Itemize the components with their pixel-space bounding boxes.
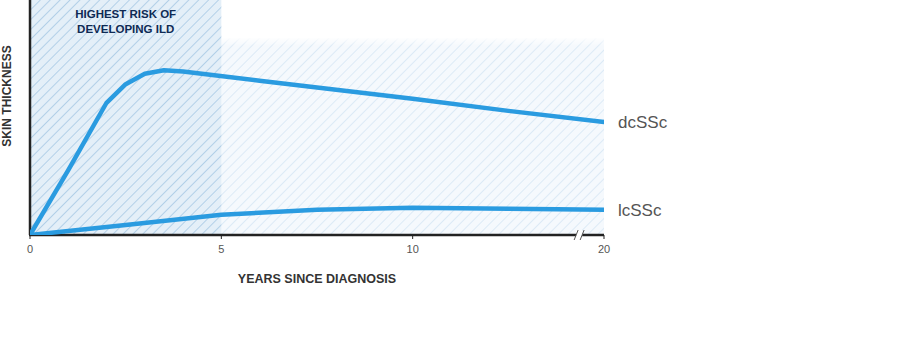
series-group [30, 70, 604, 235]
x-tick [221, 235, 222, 239]
series-label: lcSSc [618, 201, 662, 220]
x-tick [412, 235, 413, 239]
y-axis [29, 0, 32, 235]
series-label: dcSSc [618, 113, 668, 132]
x-axis [29, 234, 604, 237]
chart-container: HIGHEST RISK OF DEVELOPING ILD 0 5 10 20 YEARS… [0, 0, 904, 346]
x-tick-label: 0 [27, 243, 33, 255]
series-line [30, 208, 604, 235]
x-tick-label: 10 [407, 243, 419, 255]
x-tick [604, 235, 605, 239]
annotation-text: DEVELOPING ILD [77, 23, 174, 35]
axis-break [580, 230, 584, 240]
x-tick-label: 20 [598, 243, 610, 255]
x-axis-title: YEARS SINCE DIAGNOSIS [238, 272, 396, 286]
series-line [30, 70, 604, 235]
y-axis-title: SKIN THICKNESS [0, 45, 14, 146]
risk-region [30, 0, 221, 235]
chart: HIGHEST RISK OF DEVELOPING ILD 0 5 10 20 YEARS… [0, 0, 904, 346]
axis-break [574, 230, 578, 240]
x-tick-label: 5 [218, 243, 224, 255]
x-tick [30, 235, 31, 239]
annotation-text: HIGHEST RISK OF [75, 8, 176, 20]
